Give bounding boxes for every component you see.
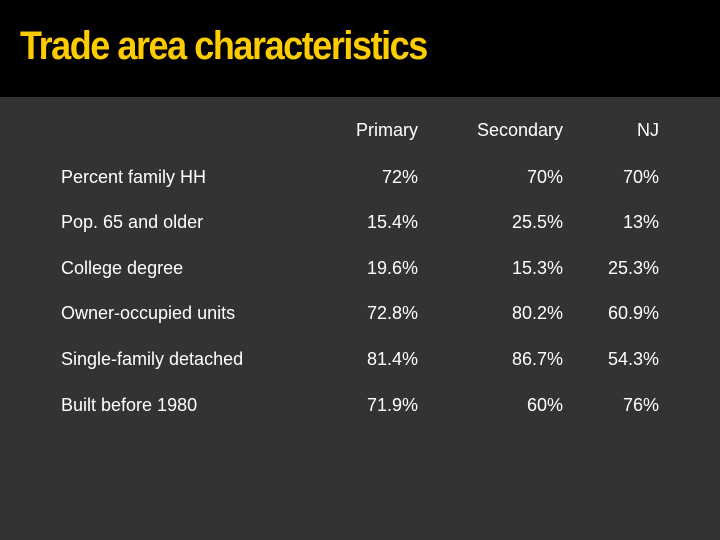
cell-nj: 60.9% <box>607 303 659 323</box>
column-header-secondary: Secondary <box>476 120 563 140</box>
cell-nj: 70% <box>622 167 659 187</box>
row-label: Single-family detached <box>61 349 244 369</box>
title-bar: Trade area characteristics <box>0 0 720 97</box>
cell-primary: 15.4% <box>366 212 418 232</box>
row-label: College degree <box>61 258 184 278</box>
row-label: Built before 1980 <box>61 395 198 415</box>
cell-secondary: 25.5% <box>511 212 563 232</box>
cell-nj: 54.3% <box>607 349 659 369</box>
column-header-nj: NJ <box>637 120 659 140</box>
row-label: Percent family HH <box>61 167 207 187</box>
cell-primary: 72% <box>381 167 418 187</box>
cell-secondary: 60% <box>526 395 563 415</box>
slide-title: Trade area characteristics <box>20 24 428 68</box>
cell-secondary: 70% <box>526 167 563 187</box>
cell-nj: 76% <box>622 395 659 415</box>
cell-primary: 81.4% <box>366 349 418 369</box>
cell-nj: 25.3% <box>607 258 659 278</box>
cell-secondary: 86.7% <box>511 349 563 369</box>
row-label: Pop. 65 and older <box>61 212 204 232</box>
cell-nj: 13% <box>622 212 659 232</box>
row-label: Owner-occupied units <box>61 303 236 323</box>
cell-secondary: 80.2% <box>511 303 563 323</box>
cell-primary: 72.8% <box>366 303 418 323</box>
column-header-primary: Primary <box>356 120 418 140</box>
cell-primary: 19.6% <box>366 258 418 278</box>
cell-primary: 71.9% <box>366 395 418 415</box>
cell-secondary: 15.3% <box>511 258 563 278</box>
